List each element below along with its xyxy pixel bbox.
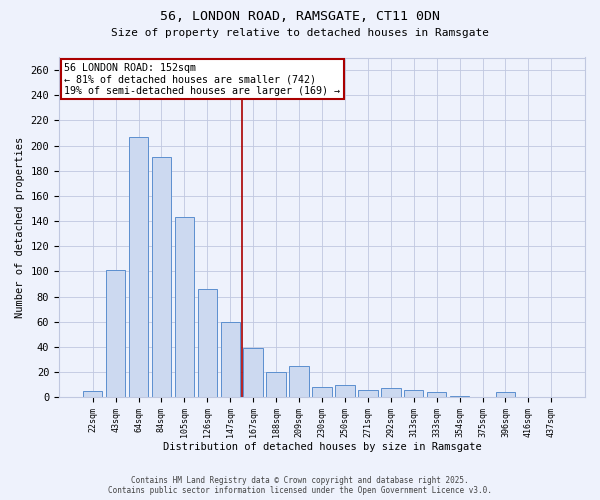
Bar — [404, 390, 424, 397]
Bar — [106, 270, 125, 397]
Bar — [312, 387, 332, 397]
Text: Size of property relative to detached houses in Ramsgate: Size of property relative to detached ho… — [111, 28, 489, 38]
Bar — [381, 388, 401, 397]
Bar — [197, 289, 217, 397]
Bar — [152, 157, 171, 397]
Bar — [244, 348, 263, 397]
Text: 56 LONDON ROAD: 152sqm
← 81% of detached houses are smaller (742)
19% of semi-de: 56 LONDON ROAD: 152sqm ← 81% of detached… — [64, 62, 340, 96]
Bar — [450, 396, 469, 397]
Text: Contains HM Land Registry data © Crown copyright and database right 2025.
Contai: Contains HM Land Registry data © Crown c… — [108, 476, 492, 495]
X-axis label: Distribution of detached houses by size in Ramsgate: Distribution of detached houses by size … — [163, 442, 481, 452]
Bar — [175, 218, 194, 397]
Bar — [427, 392, 446, 397]
Bar — [335, 384, 355, 397]
Bar — [358, 390, 377, 397]
Bar — [289, 366, 309, 397]
Bar — [221, 322, 240, 397]
Y-axis label: Number of detached properties: Number of detached properties — [15, 136, 25, 318]
Bar — [83, 391, 103, 397]
Text: 56, LONDON ROAD, RAMSGATE, CT11 0DN: 56, LONDON ROAD, RAMSGATE, CT11 0DN — [160, 10, 440, 23]
Bar — [129, 137, 148, 397]
Bar — [496, 392, 515, 397]
Bar — [266, 372, 286, 397]
